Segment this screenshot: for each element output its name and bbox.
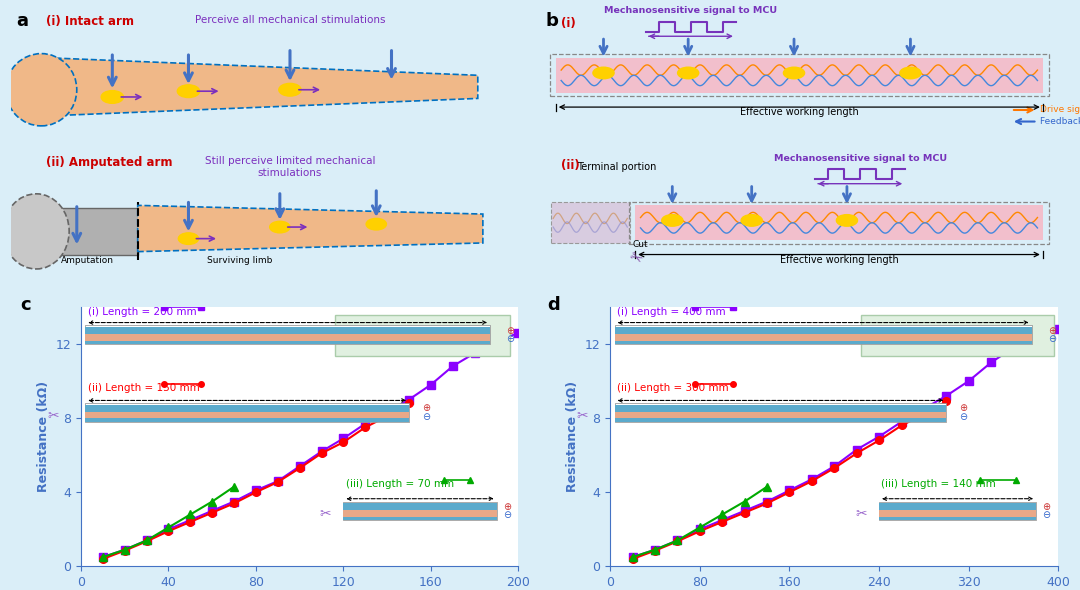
Text: Surviving limb: Surviving limb [206,256,272,265]
Text: ✂: ✂ [48,409,59,423]
Text: d: d [548,296,561,314]
Circle shape [677,67,699,78]
Text: Effective working length: Effective working length [740,107,859,117]
Text: ⊕: ⊕ [422,404,430,414]
Text: (i): (i) [562,18,576,31]
Bar [615,327,1031,334]
Bar [343,503,497,510]
Bar [85,334,490,340]
Ellipse shape [3,194,69,269]
Circle shape [270,221,289,233]
FancyBboxPatch shape [335,314,510,356]
Bar [615,340,1031,344]
Bar [615,325,1031,344]
Text: (ii) Length = 150 mm: (ii) Length = 150 mm [87,383,200,393]
Text: Terminal portion: Terminal portion [577,162,657,172]
Bar [879,510,1036,517]
Bar [343,502,497,520]
Bar [615,412,946,418]
Circle shape [741,215,762,226]
Text: ✂: ✂ [577,409,589,423]
Circle shape [177,85,200,97]
Bar [85,418,409,422]
Bar [85,325,490,344]
Text: Drive signal: Drive signal [1040,106,1080,114]
Y-axis label: Resistance (kΩ): Resistance (kΩ) [37,381,50,492]
FancyBboxPatch shape [861,314,1054,356]
Text: Mechanosensitive signal to MCU: Mechanosensitive signal to MCU [604,6,778,15]
Text: (i) Length = 400 mm: (i) Length = 400 mm [617,307,726,317]
Text: ⊕: ⊕ [1042,502,1051,512]
Circle shape [836,215,858,226]
Text: ✂: ✂ [320,507,332,522]
Text: Mechanosensitive signal to MCU: Mechanosensitive signal to MCU [773,153,947,163]
Text: ✂: ✂ [855,507,866,522]
Text: Still perceive limited mechanical
stimulations: Still perceive limited mechanical stimul… [205,156,375,178]
Bar [556,58,1043,93]
Text: ⊖: ⊖ [1042,510,1051,520]
Text: c: c [19,296,30,314]
Text: ⊖: ⊖ [960,412,968,422]
Bar [615,403,946,422]
Bar [85,340,490,344]
Text: ⊖: ⊖ [1049,334,1056,344]
Text: Effective working length: Effective working length [780,255,899,265]
Bar [85,403,409,422]
Text: Perceive all mechanical stimulations: Perceive all mechanical stimulations [194,15,386,25]
Polygon shape [37,208,138,254]
Bar [85,327,490,334]
Circle shape [279,83,301,96]
Circle shape [102,91,123,103]
Circle shape [900,67,921,78]
Bar [879,517,1036,520]
Text: Feedback signal: Feedback signal [1040,117,1080,126]
Text: 0% strain: 0% strain [386,327,459,341]
Ellipse shape [5,54,77,126]
Text: ⊕: ⊕ [507,326,514,336]
Circle shape [593,67,615,78]
Text: ✂: ✂ [626,249,645,268]
Bar [615,334,1031,340]
Bar [85,405,409,412]
Text: ⊕: ⊕ [1049,326,1056,336]
Bar [551,202,630,243]
Circle shape [366,218,387,230]
Text: Cut: Cut [633,240,648,249]
Bar [85,412,409,418]
Text: ⊕: ⊕ [960,404,968,414]
Circle shape [783,67,805,78]
Text: (iii) Length = 70 mm: (iii) Length = 70 mm [346,479,454,489]
Bar [635,205,1043,240]
Bar [879,503,1036,510]
Polygon shape [52,58,477,116]
Bar [615,405,946,412]
Text: Amputation: Amputation [60,256,113,265]
Text: (iii) Length = 140 mm: (iii) Length = 140 mm [881,479,996,489]
Bar [615,418,946,422]
Text: ⊖: ⊖ [422,412,430,422]
Bar [879,502,1036,520]
Bar [343,510,497,517]
Bar [343,517,497,520]
Text: 100% strain: 100% strain [910,327,1004,341]
Text: ⊕: ⊕ [502,502,511,512]
Circle shape [662,215,683,226]
Text: a: a [16,12,28,30]
Polygon shape [138,205,483,251]
Y-axis label: Resistance (kΩ): Resistance (kΩ) [566,381,579,492]
Text: (ii): (ii) [562,159,580,172]
Text: (i) Length = 200 mm: (i) Length = 200 mm [87,307,197,317]
Text: ⊖: ⊖ [507,334,514,344]
Circle shape [178,233,199,244]
Text: ⊖: ⊖ [502,510,511,520]
Text: (i) Intact arm: (i) Intact arm [46,15,134,28]
Text: (ii) Amputated arm: (ii) Amputated arm [46,156,173,169]
Text: (ii) Length = 300 mm: (ii) Length = 300 mm [617,383,729,393]
Text: b: b [545,12,558,30]
